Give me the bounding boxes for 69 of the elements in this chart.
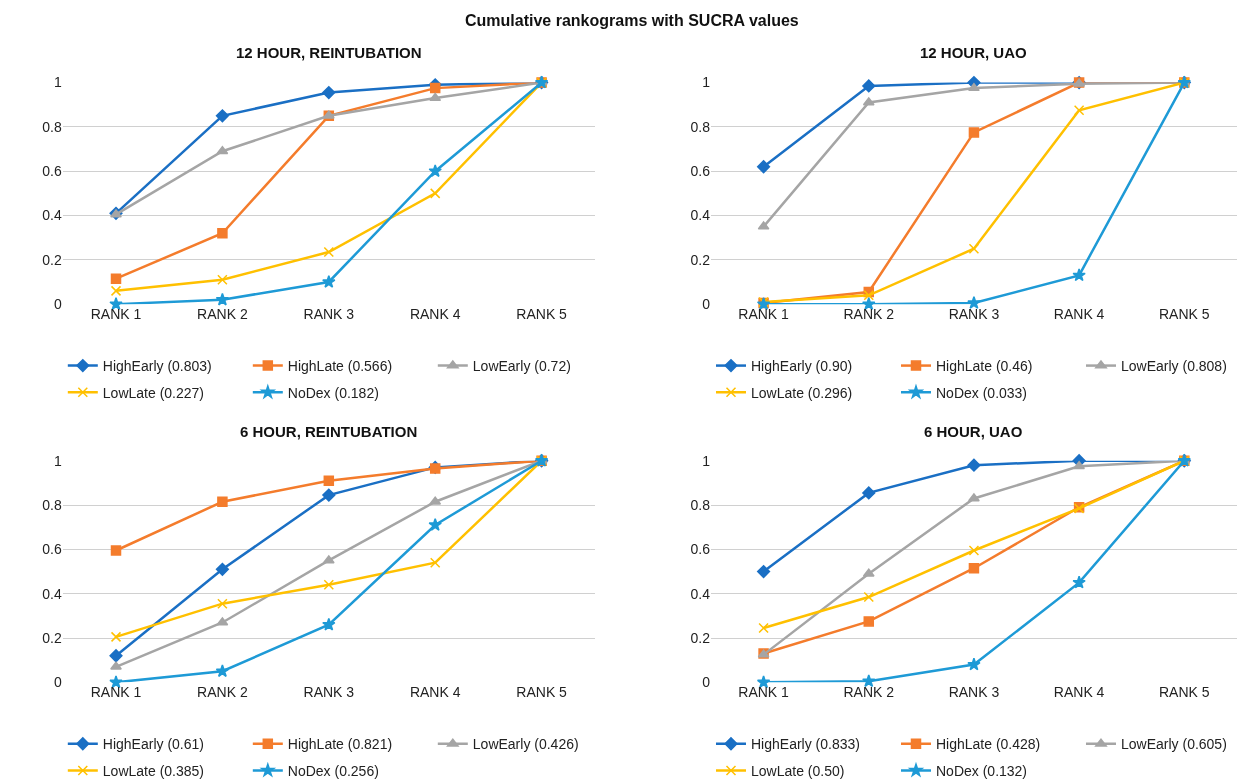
x-tick-label: RANK 5 xyxy=(516,684,568,701)
y-tick-label: 0.4 xyxy=(690,585,711,602)
legend-label: HighEarly (0.61) xyxy=(102,736,204,753)
y-tick-label: 1 xyxy=(54,74,63,91)
y-tick-label: 0.4 xyxy=(42,207,63,224)
x-tick-label: RANK 3 xyxy=(303,306,355,323)
chart-title: 12 HOUR, UAO xyxy=(920,44,1028,61)
legend-label: NoDex (0.132) xyxy=(935,762,1028,779)
legend-label: LowEarly (0.426) xyxy=(472,736,579,753)
y-tick-label: 0 xyxy=(54,674,63,691)
chart-title: 6 HOUR, REINTUBATION xyxy=(240,423,418,440)
legend-label: LowEarly (0.808) xyxy=(1120,358,1227,375)
chart-title: 6 HOUR, UAO xyxy=(924,423,1023,440)
y-tick-label: 1 xyxy=(702,452,711,469)
y-tick-label: 0.8 xyxy=(42,496,63,513)
legend-label: LowLate (0.385) xyxy=(102,762,204,779)
x-tick-label: RANK 1 xyxy=(738,684,790,701)
x-tick-label: RANK 3 xyxy=(303,684,355,701)
x-tick-label: RANK 3 xyxy=(948,306,1000,323)
legend-label: HighLate (0.46) xyxy=(935,358,1033,375)
text: Cumulative rankograms with SUCRA values xyxy=(465,12,799,29)
legend-label: NoDex (0.033) xyxy=(935,384,1028,401)
legend-label: LowEarly (0.72) xyxy=(472,358,571,375)
x-tick-label: RANK 2 xyxy=(843,684,895,701)
y-tick-label: 0.6 xyxy=(690,541,711,558)
legend-label: HighLate (0.821) xyxy=(287,736,393,753)
x-tick-label: RANK 2 xyxy=(843,306,895,323)
y-tick-label: 0.8 xyxy=(690,118,711,135)
legend-label: HighLate (0.566) xyxy=(287,358,393,375)
x-tick-label: RANK 4 xyxy=(1053,684,1105,701)
x-tick-label: RANK 2 xyxy=(197,306,248,323)
y-tick-label: 0.2 xyxy=(690,251,711,268)
y-tick-label: 0.2 xyxy=(42,251,63,268)
y-tick-label: 0.8 xyxy=(690,496,711,513)
y-tick-label: 0 xyxy=(702,296,711,313)
legend-label: LowLate (0.50) xyxy=(750,762,845,779)
legend-label: NoDex (0.256) xyxy=(287,762,379,779)
x-tick-label: RANK 1 xyxy=(90,306,142,323)
y-tick-label: 0.2 xyxy=(42,629,63,646)
legend-label: HighEarly (0.90) xyxy=(750,358,853,375)
y-tick-label: 0.6 xyxy=(42,163,63,180)
y-tick-label: 0.8 xyxy=(42,118,63,135)
x-tick-label: RANK 3 xyxy=(948,684,1000,701)
y-tick-label: 0.4 xyxy=(690,207,711,224)
legend-label: LowEarly (0.605) xyxy=(1120,736,1227,753)
legend-label: LowLate (0.227) xyxy=(102,384,204,401)
x-tick-label: RANK 4 xyxy=(409,306,461,323)
x-tick-label: RANK 1 xyxy=(90,684,142,701)
legend-label: HighEarly (0.803) xyxy=(102,358,212,375)
x-tick-label: RANK 2 xyxy=(197,684,248,701)
y-tick-label: 1 xyxy=(702,74,711,91)
y-tick-label: 1 xyxy=(54,452,63,469)
x-tick-label: RANK 4 xyxy=(1053,306,1105,323)
y-tick-label: 0 xyxy=(54,296,63,313)
legend-label: NoDex (0.182) xyxy=(287,384,379,401)
x-tick-label: RANK 5 xyxy=(1159,306,1210,323)
chart-title: 12 HOUR, REINTUBATION xyxy=(236,44,422,61)
legend-label: LowLate (0.296) xyxy=(750,384,853,401)
x-tick-label: RANK 1 xyxy=(738,306,790,323)
legend-label: HighEarly (0.833) xyxy=(750,736,860,753)
y-tick-label: 0.2 xyxy=(690,629,711,646)
x-tick-label: RANK 4 xyxy=(409,684,461,701)
legend-label: HighLate (0.428) xyxy=(935,736,1041,753)
y-tick-label: 0.6 xyxy=(42,541,63,558)
x-tick-label: RANK 5 xyxy=(1159,684,1210,701)
x-tick-label: RANK 5 xyxy=(516,306,568,323)
y-tick-label: 0 xyxy=(702,674,711,691)
y-tick-label: 0.6 xyxy=(690,163,711,180)
y-tick-label: 0.4 xyxy=(42,585,63,602)
